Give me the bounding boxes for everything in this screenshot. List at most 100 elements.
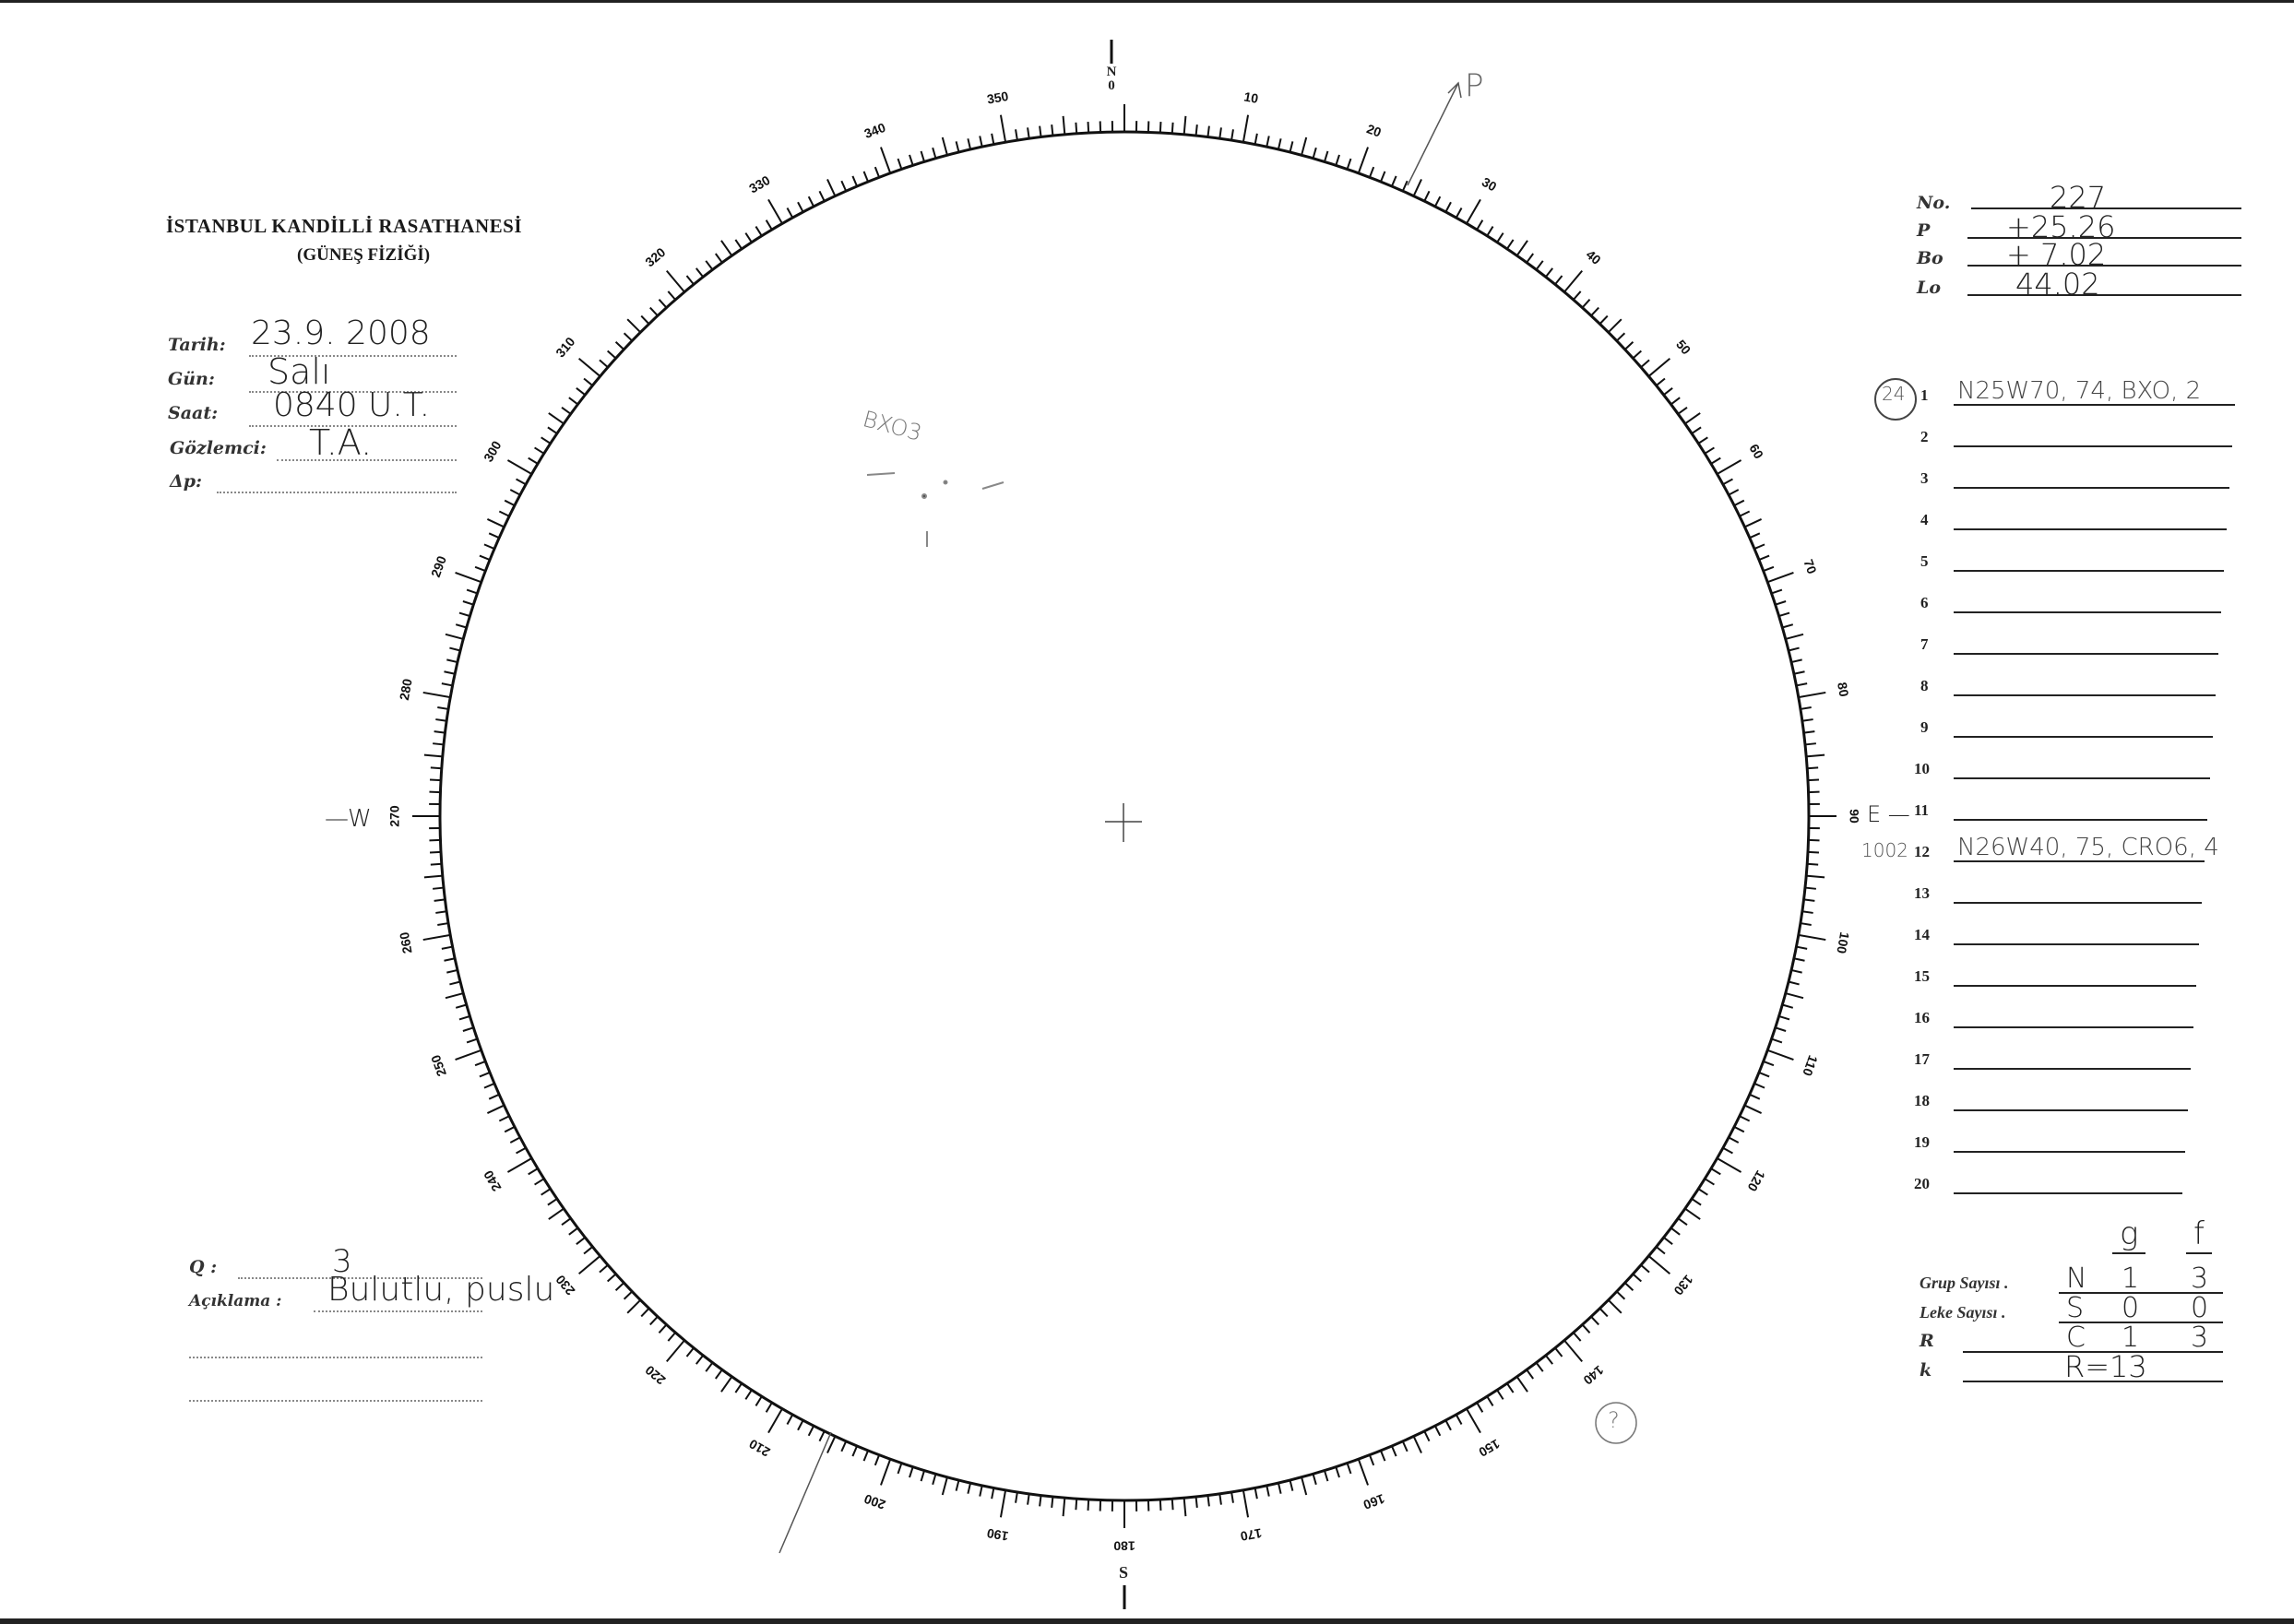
scale-tick bbox=[1312, 147, 1317, 160]
observer-value[interactable]: T.A. bbox=[309, 422, 373, 463]
scale-tick bbox=[786, 1414, 794, 1425]
scale-tick bbox=[999, 1489, 1007, 1518]
date-line bbox=[249, 355, 457, 357]
scale-tick bbox=[667, 290, 676, 301]
scale-tick bbox=[1476, 219, 1484, 231]
scale-tick bbox=[1806, 874, 1825, 879]
scale-tick bbox=[1087, 1499, 1090, 1511]
scale-tick bbox=[1195, 1496, 1198, 1508]
scale-tick bbox=[583, 377, 593, 386]
time-value[interactable]: 0840 U.T. bbox=[273, 386, 431, 424]
comment-value[interactable]: Bulutlu, puslu bbox=[327, 1271, 555, 1309]
scale-tick bbox=[1804, 742, 1816, 746]
scale-tick bbox=[516, 1146, 527, 1155]
col-f-header: f bbox=[2186, 1215, 2212, 1254]
north-letter: N bbox=[1106, 65, 1117, 79]
scale-tick bbox=[488, 1093, 500, 1100]
r-g[interactable]: 1 bbox=[2122, 1322, 2140, 1354]
scale-tick bbox=[1027, 127, 1030, 139]
q-value[interactable]: 3 bbox=[332, 1243, 352, 1280]
group-row-line bbox=[1954, 694, 2216, 696]
scale-tick bbox=[1656, 1246, 1666, 1255]
scale-tick bbox=[991, 1488, 995, 1500]
scale-tick bbox=[909, 154, 914, 166]
date-value[interactable]: 23.9. 2008 bbox=[251, 314, 431, 352]
scale-tick bbox=[509, 1136, 521, 1144]
scale-label: 250 bbox=[428, 1053, 449, 1079]
scale-tick bbox=[941, 136, 948, 156]
scale-tick bbox=[1346, 1463, 1352, 1475]
group-row-line bbox=[1954, 819, 2207, 821]
no-value[interactable]: 227 bbox=[2050, 180, 2107, 215]
scale-tick bbox=[445, 992, 464, 1000]
scale-tick bbox=[606, 350, 617, 360]
scale-tick bbox=[1526, 1369, 1534, 1380]
p-value[interactable]: +25.26 bbox=[2006, 209, 2116, 244]
scale-tick bbox=[734, 239, 743, 250]
scale-tick bbox=[1800, 706, 1812, 710]
scale-tick bbox=[1803, 730, 1815, 734]
scale-tick bbox=[498, 510, 510, 517]
scale-tick bbox=[1289, 1479, 1294, 1491]
spot-f[interactable]: 0 bbox=[2191, 1292, 2209, 1324]
scale-tick bbox=[797, 1419, 804, 1431]
scale-tick bbox=[640, 314, 650, 325]
scale-tick bbox=[1788, 646, 1800, 652]
lo-value[interactable]: 44.02 bbox=[2015, 267, 2100, 302]
scale-tick bbox=[1545, 1355, 1553, 1365]
q-label: Q : bbox=[189, 1257, 218, 1277]
day-value[interactable]: Salı bbox=[267, 351, 331, 392]
scale-tick bbox=[826, 1436, 837, 1454]
scale-tick bbox=[1599, 314, 1609, 325]
circled-mark bbox=[1595, 1402, 1637, 1444]
scale-tick bbox=[534, 1178, 545, 1186]
bo-value[interactable]: + 7.02 bbox=[2006, 237, 2107, 272]
scale-tick bbox=[1581, 298, 1591, 309]
scale-tick bbox=[1301, 136, 1308, 156]
group-g[interactable]: 1 bbox=[2122, 1262, 2140, 1295]
scale-tick bbox=[920, 1470, 926, 1482]
scale-tick bbox=[1335, 154, 1340, 166]
scale-tick bbox=[807, 1425, 815, 1437]
scale-label: 320 bbox=[642, 244, 668, 269]
scale-tick bbox=[880, 1458, 892, 1486]
scale-tick bbox=[449, 646, 461, 652]
scale-label: 310 bbox=[553, 334, 577, 360]
scale-tick bbox=[967, 138, 972, 150]
scale-tick bbox=[623, 1290, 633, 1300]
scale-tick bbox=[437, 706, 449, 710]
scale-tick bbox=[909, 1466, 914, 1478]
group-row-value[interactable]: N25W70, 74, BXO, 2 bbox=[1957, 377, 2202, 405]
scale-label: 150 bbox=[1476, 1437, 1502, 1461]
scale-tick bbox=[1171, 122, 1174, 134]
scale-tick bbox=[1623, 341, 1634, 350]
group-row-value[interactable]: N26W40, 75, CRO6, 4 bbox=[1957, 834, 2219, 861]
scale-tick bbox=[1656, 377, 1666, 386]
spot-g[interactable]: 0 bbox=[2122, 1292, 2140, 1324]
scale-tick bbox=[1412, 178, 1422, 196]
scale-tick bbox=[458, 1014, 470, 1021]
group-row-line bbox=[1954, 445, 2232, 447]
k-value[interactable]: R=13 bbox=[2064, 1349, 2147, 1384]
scale-tick bbox=[1691, 426, 1702, 434]
scale-tick bbox=[1763, 565, 1775, 573]
scale-tick bbox=[1486, 1395, 1494, 1406]
scale-tick bbox=[435, 718, 447, 722]
scale-tick bbox=[1368, 1454, 1375, 1466]
group-f[interactable]: 3 bbox=[2191, 1262, 2209, 1295]
group-row-line bbox=[1954, 404, 2235, 406]
scale-tick bbox=[666, 269, 685, 293]
scale-tick bbox=[826, 178, 837, 196]
scale-label: 350 bbox=[986, 89, 1010, 107]
scale-tick bbox=[1616, 1290, 1626, 1300]
scale-tick bbox=[1312, 1473, 1317, 1486]
r-f[interactable]: 3 bbox=[2191, 1322, 2209, 1354]
scale-tick bbox=[1804, 886, 1816, 890]
scale-label: 280 bbox=[397, 677, 415, 701]
scale-label: 260 bbox=[397, 931, 415, 954]
scale-tick bbox=[599, 359, 609, 368]
east-label: E — bbox=[1867, 801, 1910, 827]
group-row-line bbox=[1954, 570, 2224, 572]
scale-tick bbox=[1380, 1450, 1386, 1462]
scale-tick bbox=[1704, 446, 1715, 455]
